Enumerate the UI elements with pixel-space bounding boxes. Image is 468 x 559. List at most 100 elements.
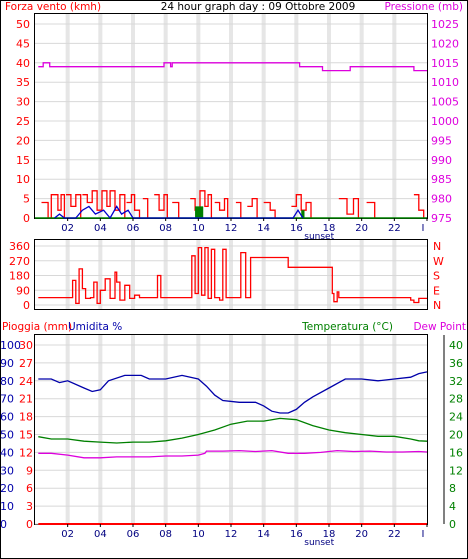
x-tick-label: I bbox=[422, 529, 425, 540]
humidity-tick-label: 0 bbox=[0, 518, 7, 531]
x-tick-label: I bbox=[422, 223, 425, 234]
wind-bar bbox=[66, 194, 82, 218]
rain-tick-label: 6 bbox=[26, 482, 33, 495]
wind-tick-label: 35 bbox=[16, 76, 30, 89]
compass-label: N bbox=[433, 299, 441, 312]
axis-layer: 0510152025303540455097598098599099510001… bbox=[0, 18, 463, 548]
x-tick-label: 04 bbox=[94, 223, 107, 234]
humidity-tick-label: 100 bbox=[0, 339, 21, 352]
wind-tick-label: 20 bbox=[16, 134, 30, 147]
temperature-axis-title: Temperatura (°C) bbox=[301, 321, 393, 333]
rain-tick-label: 3 bbox=[26, 500, 33, 513]
wind-tick-label: 25 bbox=[16, 115, 30, 128]
pressure-tick-label: 985 bbox=[431, 173, 452, 186]
wind-bar bbox=[154, 194, 168, 218]
wind-tick-label: 15 bbox=[16, 154, 30, 167]
wind-bar bbox=[291, 194, 312, 218]
dewpoint-line bbox=[38, 449, 428, 459]
x-tick-label: 04 bbox=[94, 529, 107, 540]
x-tick-label: 22 bbox=[388, 529, 401, 540]
wind-bar bbox=[235, 201, 242, 218]
x-tick-label: 08 bbox=[159, 223, 172, 234]
x-tick-label: 02 bbox=[61, 223, 74, 234]
wind-bar bbox=[263, 201, 276, 218]
gust-line bbox=[54, 205, 304, 220]
wind-tick-label: 10 bbox=[16, 173, 30, 186]
wind-bar bbox=[142, 197, 149, 218]
x-tick-label: 18 bbox=[323, 223, 336, 234]
humidity-tick-label: 60 bbox=[0, 411, 14, 424]
temperature-tick-label: 32 bbox=[449, 375, 463, 388]
rain-tick-label: 24 bbox=[19, 375, 33, 388]
temperature-tick-label: 40 bbox=[449, 339, 463, 352]
humidity-tick-label: 80 bbox=[0, 375, 14, 388]
temperature-tick-label: 8 bbox=[449, 482, 456, 495]
wind-bar bbox=[214, 197, 229, 218]
temperature-tick-label: 12 bbox=[449, 464, 463, 477]
wind-tick-label: 0 bbox=[23, 212, 30, 225]
pressure-tick-label: 1005 bbox=[431, 96, 459, 109]
wind-axis-title: Forza vento (kmh) bbox=[5, 1, 101, 13]
humidity-tick-label: 90 bbox=[0, 357, 14, 370]
x-tick-label: 06 bbox=[127, 223, 140, 234]
direction-tick-label: 0 bbox=[23, 299, 30, 312]
temperature-line bbox=[38, 417, 428, 444]
x-tick-label: 06 bbox=[127, 529, 140, 540]
x-tick-label: 20 bbox=[355, 529, 368, 540]
humidity-tick-label: 70 bbox=[0, 393, 14, 406]
pressure-tick-label: 1020 bbox=[431, 37, 459, 50]
x-tick-label: 10 bbox=[192, 223, 205, 234]
wind-tick-label: 45 bbox=[16, 37, 30, 50]
humidity-tick-label: 30 bbox=[0, 464, 14, 477]
humidity-tick-label: 10 bbox=[0, 500, 14, 513]
rain-tick-label: 18 bbox=[19, 411, 33, 424]
direction-tick-label: 360 bbox=[9, 240, 30, 253]
x-tick-label: 16 bbox=[290, 223, 303, 234]
wind-bar bbox=[338, 197, 360, 218]
pressure-tick-label: 1025 bbox=[431, 18, 459, 31]
grid-layer bbox=[35, 14, 427, 525]
pressure-tick-label: 980 bbox=[431, 193, 452, 206]
compass-label: N bbox=[433, 240, 441, 253]
temperature-tick-label: 24 bbox=[449, 411, 463, 424]
direction-tick-label: 270 bbox=[9, 255, 30, 268]
pressure-line bbox=[38, 62, 427, 72]
x-tick-label: 14 bbox=[257, 529, 270, 540]
wind-bar bbox=[190, 190, 213, 218]
temperature-tick-label: 36 bbox=[449, 357, 463, 370]
calm-box bbox=[301, 210, 305, 218]
temperature-tick-label: 20 bbox=[449, 429, 463, 442]
x-tick-label: 02 bbox=[61, 529, 74, 540]
compass-label: S bbox=[433, 270, 440, 283]
wind-bar bbox=[126, 194, 141, 218]
x-tick-label: 14 bbox=[257, 223, 270, 234]
rain-tick-label: 30 bbox=[19, 339, 33, 352]
rain-tick-label: 27 bbox=[19, 357, 33, 370]
temperature-tick-label: 16 bbox=[449, 446, 463, 459]
sunset-label: sunset bbox=[304, 232, 334, 242]
humidity-line bbox=[38, 371, 428, 414]
wind-bar bbox=[41, 194, 66, 219]
direction-tick-label: 180 bbox=[9, 270, 30, 283]
rain-tick-label: 9 bbox=[26, 464, 33, 477]
wind-bar bbox=[366, 201, 376, 218]
sunset-label: sunset bbox=[304, 538, 334, 548]
compass-label: E bbox=[433, 284, 440, 297]
x-tick-label: 12 bbox=[225, 529, 238, 540]
x-tick-label: 12 bbox=[225, 223, 238, 234]
temperature-tick-label: 4 bbox=[449, 500, 456, 513]
humidity-tick-label: 40 bbox=[0, 446, 14, 459]
x-tick-label: 16 bbox=[290, 529, 303, 540]
temperature-tick-label: 28 bbox=[449, 393, 463, 406]
pressure-tick-label: 975 bbox=[431, 212, 452, 225]
rain-tick-label: 15 bbox=[19, 429, 33, 442]
pressure-tick-label: 1010 bbox=[431, 76, 459, 89]
calm-box bbox=[195, 206, 204, 218]
rain-tick-label: 0 bbox=[26, 518, 33, 531]
pressure-tick-label: 1015 bbox=[431, 57, 459, 70]
chart-title: 24 hour graph day : 09 Ottobre 2009 bbox=[161, 1, 356, 13]
pressure-tick-label: 1000 bbox=[431, 115, 459, 128]
x-tick-label: 20 bbox=[355, 223, 368, 234]
rain-axis-title: Pioggia (mm) bbox=[2, 321, 72, 333]
